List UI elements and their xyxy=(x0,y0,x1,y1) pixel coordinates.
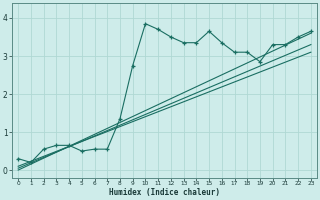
X-axis label: Humidex (Indice chaleur): Humidex (Indice chaleur) xyxy=(109,188,220,197)
